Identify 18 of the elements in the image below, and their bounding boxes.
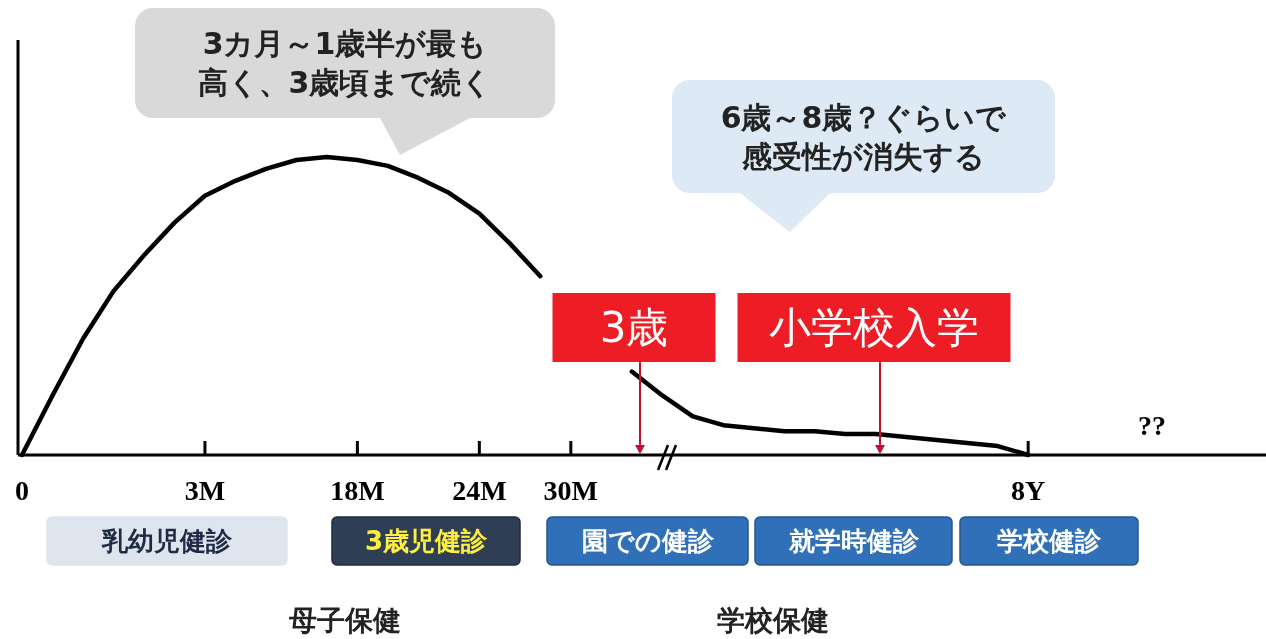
- text: 3カ月～1歳半が最も高く、3歳頃まで続く: [197, 26, 493, 100]
- x-tick-label: 8Y: [1011, 475, 1046, 506]
- x-tick-label: 18M: [330, 475, 385, 506]
- text: 学校健診: [997, 526, 1102, 557]
- text: 乳幼児健診: [101, 526, 233, 557]
- x-tick-label: 24M: [452, 475, 507, 506]
- annotation: 小学校入学: [769, 302, 979, 352]
- annotation: ??: [1138, 410, 1166, 441]
- text: 3歳児健診: [364, 526, 489, 557]
- annotation: 6歳～8歳？ぐらいで感受性が消失する: [720, 99, 1008, 174]
- text: 母子保健: [288, 603, 401, 637]
- x-tick-label: 30M: [543, 475, 599, 506]
- x-tick-label: 3M: [184, 475, 226, 506]
- text: 学校保健: [717, 603, 829, 637]
- text: 就学時健診: [787, 526, 920, 557]
- annotation: 3歳: [599, 302, 669, 352]
- text: 園での健診: [581, 526, 715, 557]
- x-tick-label: 0: [15, 475, 29, 506]
